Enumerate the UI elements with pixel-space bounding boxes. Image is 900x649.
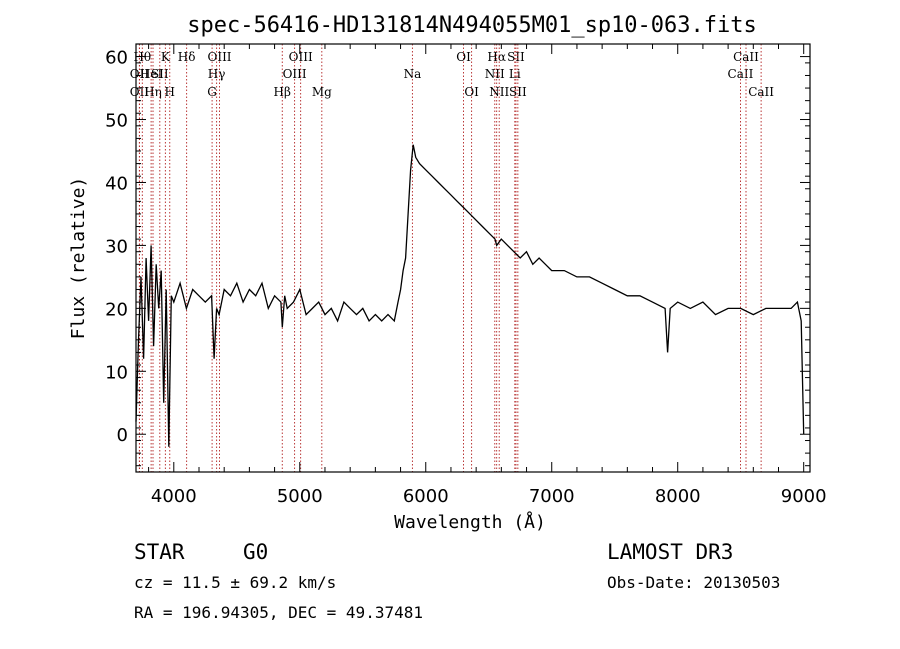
- y-axis: 0 10 20 30 40 50 60: [105, 48, 810, 467]
- redshift-value: cz = 11.5 ± 69.2 km/s: [134, 573, 337, 592]
- obs-date: Obs-Date: 20130503: [607, 573, 781, 592]
- chart-title: spec-56416-HD131814N494055M01_sp10-063.f…: [187, 13, 757, 38]
- y-tick-label: 10: [105, 362, 128, 383]
- series-flux-line: [135, 144, 805, 447]
- survey-name: LAMOST DR3: [607, 540, 734, 564]
- plot-frame: [135, 43, 811, 473]
- marker-label: CaII: [728, 67, 754, 81]
- x-tick-label: 8000: [655, 486, 701, 507]
- object-subclass: G0: [243, 540, 269, 564]
- marker-label: OI: [456, 50, 471, 64]
- marker-label: Mg: [312, 85, 332, 99]
- y-tick-label: 50: [105, 111, 128, 132]
- y-tick-label: 20: [105, 299, 128, 320]
- marker-label: H: [165, 85, 175, 99]
- y-tick-label: 60: [105, 48, 128, 69]
- y-tick-label: 40: [105, 173, 128, 194]
- marker-label: NII: [485, 67, 505, 81]
- marker-label: Hγ: [208, 67, 226, 81]
- x-tick-label: 7000: [529, 486, 575, 507]
- marker-label: OIII: [289, 50, 313, 64]
- marker-label: G: [207, 85, 217, 99]
- coordinates: RA = 196.94305, DEC = 49.37481: [134, 603, 423, 622]
- marker-label: HeI: [140, 67, 163, 81]
- marker-label: CaII: [733, 50, 759, 64]
- marker-label: NII: [489, 85, 509, 99]
- marker-label: Hη: [144, 85, 162, 99]
- marker-label: SII: [151, 67, 169, 81]
- marker-label: K: [161, 50, 171, 64]
- marker-label: SII: [507, 50, 525, 64]
- x-tick-label: 9000: [781, 486, 827, 507]
- marker-label: SII: [509, 85, 527, 99]
- marker-label: OII: [130, 85, 150, 99]
- marker-label: Li: [509, 67, 521, 81]
- marker-label: Na: [404, 67, 422, 81]
- marker-label: OIII: [283, 67, 307, 81]
- object-class: STAR: [134, 540, 185, 564]
- marker-label: OII: [130, 67, 150, 81]
- marker-label: CaII: [748, 85, 774, 99]
- x-tick-label: 5000: [277, 486, 323, 507]
- y-tick-label: 0: [117, 425, 128, 446]
- x-tick-label: 4000: [151, 486, 197, 507]
- marker-label: Hδ: [178, 50, 196, 64]
- x-axis: 4000 5000 6000 7000 8000 9000: [148, 44, 827, 507]
- y-tick-label: 30: [105, 236, 128, 257]
- x-axis-label: Wavelength (Å): [394, 511, 546, 533]
- marker-label: Hβ: [274, 85, 291, 99]
- y-axis-label: Flux (relative): [68, 177, 89, 340]
- marker-label: OI: [464, 85, 479, 99]
- x-tick-label: 6000: [403, 486, 449, 507]
- marker-label: OIII: [207, 50, 231, 64]
- line-markers: OIIOIIHθHeIHηSIIKHHδHγGOIIIHβOIIIOIIIMgN…: [130, 44, 774, 472]
- marker-label: Hα: [487, 50, 506, 64]
